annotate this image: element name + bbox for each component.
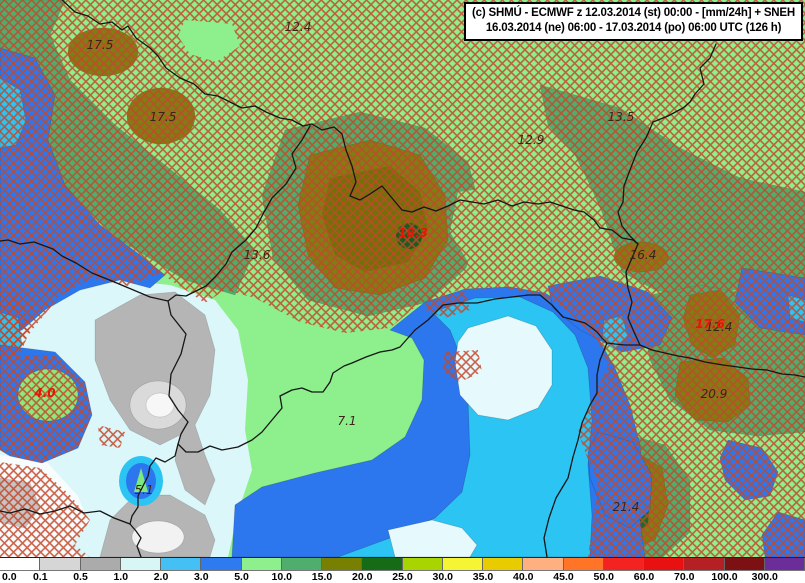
legend-value-label: 0.1 xyxy=(32,571,48,583)
legend-swatch xyxy=(80,558,121,570)
legend-value-label: 35.0 xyxy=(472,571,494,583)
legend-value-label: 0.0 xyxy=(2,571,17,583)
legend-value-label: 25.0 xyxy=(392,571,413,583)
legend-swatch xyxy=(201,558,242,570)
legend-value-label: 5.0 xyxy=(234,571,249,583)
legend-swatch xyxy=(120,558,161,570)
region-smooth-green-patch xyxy=(178,20,240,62)
legend-swatch xyxy=(442,558,483,570)
map-canvas: 17.5 12.4 17.5 13.5 12.9 18.3 13.6 16.4 12.4 17.6… xyxy=(0,0,805,557)
region-bullseye-small xyxy=(119,456,163,506)
legend-swatch xyxy=(644,558,685,570)
legend-swatch xyxy=(40,558,81,570)
legend-swatch xyxy=(563,558,604,570)
legend-value-label: 300.0 xyxy=(751,571,778,583)
legend-value-label: 1.0 xyxy=(113,571,129,583)
legend-value-label: 30.0 xyxy=(432,571,453,583)
legend-colorbar: 0.0 0.1 0.5 1.0 2.0 3.0 5.0 10.0 15.0 20.0 25.0 30.… xyxy=(0,557,805,583)
legend-value-label: 100.0 xyxy=(711,571,738,583)
legend-value-label: 70.0 xyxy=(674,571,695,583)
legend-value-label: 15.0 xyxy=(311,571,333,583)
legend-value-label: 60.0 xyxy=(633,571,655,583)
legend-swatch xyxy=(603,558,644,570)
legend-swatch xyxy=(684,558,725,570)
legend-value-label: 10.0 xyxy=(271,571,292,583)
legend-swatch xyxy=(724,558,765,570)
legend-swatch xyxy=(523,558,564,570)
legend-swatch xyxy=(281,558,322,570)
title-box: (c) SHMÚ - ECMWF z 12.03.2014 (st) 00:00… xyxy=(464,2,803,41)
legend-swatch xyxy=(483,558,524,570)
title-line-1: (c) SHMÚ - ECMWF z 12.03.2014 (st) 00:00… xyxy=(472,7,795,19)
legend-value-label: 20.0 xyxy=(352,571,373,583)
legend-value-label: 2.0 xyxy=(153,571,169,583)
legend-swatch xyxy=(0,558,41,570)
legend-value-label: 0.5 xyxy=(73,571,88,583)
title-line-2: 16.03.2014 (ne) 06:00 - 17.03.2014 (po) … xyxy=(485,21,782,34)
legend-swatch xyxy=(161,558,202,570)
legend-value-label: 3.0 xyxy=(193,571,209,583)
legend-value-label: 45.0 xyxy=(553,571,574,583)
legend-swatch xyxy=(362,558,403,570)
legend-swatch-row xyxy=(0,557,805,571)
legend-value-label: 50.0 xyxy=(593,571,614,583)
legend-swatch xyxy=(322,558,363,570)
map-graphic xyxy=(0,0,805,557)
legend-label-row: 0.0 0.1 0.5 1.0 2.0 3.0 5.0 10.0 15.0 20.0 25.0 30.… xyxy=(0,571,805,583)
legend-swatch xyxy=(241,558,282,570)
country-borders xyxy=(0,0,805,557)
snow-hatch-overlay xyxy=(0,0,805,557)
legend-swatch xyxy=(764,558,805,570)
legend-value-label: 40.0 xyxy=(513,571,534,583)
legend-swatch xyxy=(402,558,443,570)
